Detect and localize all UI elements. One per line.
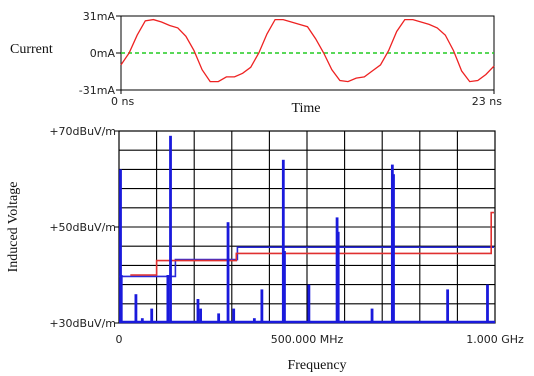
- time-x-tick-labels: 0 ns 23 ns: [111, 90, 502, 108]
- spectrum-bar: [336, 231, 340, 323]
- voltage-limit-lines: [119, 211, 494, 278]
- spectrum-bar: [283, 251, 286, 323]
- limit-line-red: [130, 211, 494, 276]
- spectrum-bar: [217, 313, 221, 323]
- time-x-tick-label: 23 ns: [472, 95, 502, 108]
- voltage-y-tick-labels: +70dBuV/m +50dBuV/m +30dBuV/m: [49, 125, 119, 330]
- spectrum-bar: [252, 318, 256, 323]
- limit-line-blue: [119, 246, 494, 278]
- spectrum-bar: [150, 308, 154, 323]
- current-y-tick-label: 31mA: [83, 10, 116, 23]
- voltage-y-axis-title: Induced Voltage: [6, 182, 21, 273]
- spectrum-bar: [119, 169, 122, 323]
- voltage-y-tick-label: +50dBuV/m: [49, 221, 116, 234]
- spectrum-bar: [226, 222, 230, 323]
- frequency-x-axis-title: Frequency: [287, 358, 346, 373]
- current-y-tick-labels: 31mA 0mA -31mA: [79, 10, 121, 97]
- spectrum-bar: [370, 308, 374, 323]
- frequency-x-tick-label: 0: [116, 333, 123, 346]
- spectrum-bar: [119, 275, 123, 323]
- spectrum-bar: [169, 135, 172, 323]
- frequency-x-tick-label: 1.000 GHz: [466, 333, 524, 346]
- spectrum-bar: [134, 294, 138, 323]
- current-y-tick-label: 0mA: [90, 47, 116, 60]
- time-x-tick-label: 0 ns: [111, 95, 134, 108]
- spectrum-bar: [392, 174, 395, 323]
- spectrum-bar: [199, 308, 202, 323]
- spectrum-bar: [446, 289, 450, 323]
- frequency-x-tick-label: 500.000 MHz: [271, 333, 344, 346]
- voltage-y-tick-label: +30dBuV/m: [49, 317, 116, 330]
- voltage-grid: [119, 131, 495, 323]
- current-panel: Current Time 31mA 0mA -31mA 0 ns 23 ns: [10, 10, 502, 116]
- voltage-panel: +70dBuV/m +50dBuV/m +30dBuV/m 0 500.000 MHz…: [6, 125, 524, 373]
- current-y-tick-label: -31mA: [79, 84, 116, 97]
- spectrum-bar: [307, 284, 311, 323]
- voltage-y-tick-label: +70dBuV/m: [49, 125, 116, 138]
- spectrum-bar: [140, 318, 144, 323]
- time-x-axis-title: Time: [291, 101, 320, 116]
- spectrum-bar: [486, 284, 489, 323]
- spectrum-bar: [166, 275, 170, 323]
- voltage-spectrum-bars: [119, 135, 495, 324]
- spectrum-bar: [260, 289, 264, 323]
- frequency-x-tick-labels: 0 500.000 MHz 1.000 GHz: [116, 333, 525, 346]
- spectrum-bar: [196, 299, 200, 323]
- current-y-axis-title: Current: [10, 42, 53, 57]
- spectrum-bar: [232, 308, 236, 323]
- current-waveform-line: [120, 18, 495, 83]
- spectrum-bar: [281, 159, 285, 323]
